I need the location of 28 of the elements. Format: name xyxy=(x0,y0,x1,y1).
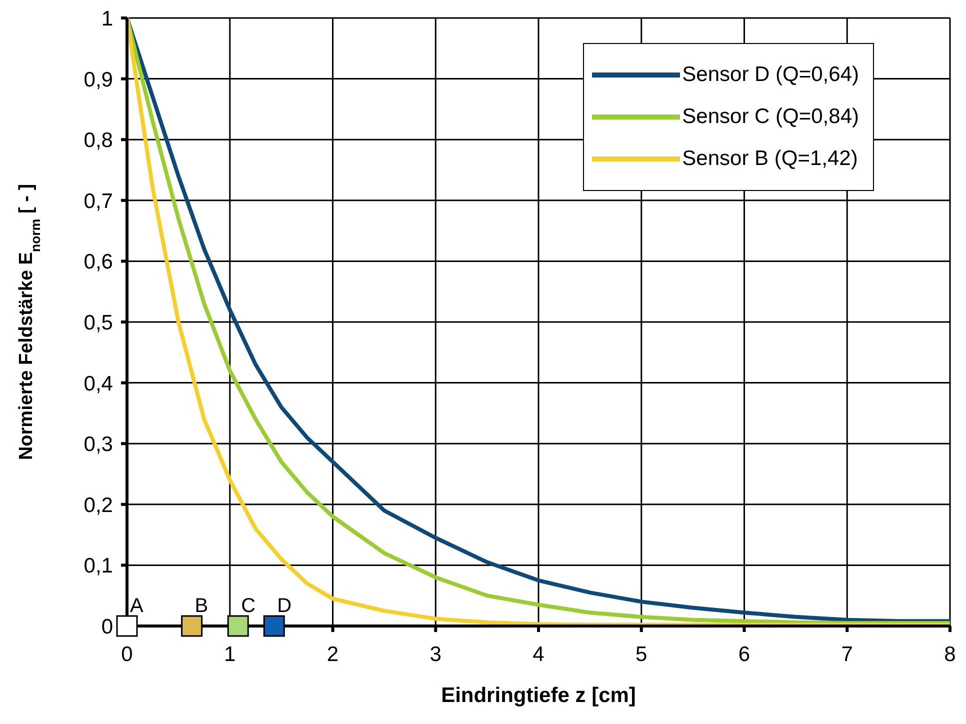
y-tick-label: 0,6 xyxy=(84,250,113,274)
y-tick-label: 0,9 xyxy=(84,68,113,92)
y-tick-label: 0,2 xyxy=(84,494,113,517)
x-tick-label: 2 xyxy=(326,642,339,666)
annotation: B xyxy=(194,595,208,617)
x-tick-label: 5 xyxy=(636,642,648,666)
x-axis-title: Eindringtiefe z [cm] xyxy=(441,684,636,707)
y-tick-label: 1 xyxy=(101,7,113,30)
annotation: C xyxy=(241,595,256,617)
x-tick-label: 3 xyxy=(430,642,442,666)
y-tick-label: 0,5 xyxy=(84,311,113,334)
x-tick-label: 7 xyxy=(841,642,853,666)
y-tick-label: 0,3 xyxy=(84,433,113,456)
legend-label: Sensor D (Q=0,64) xyxy=(682,62,859,88)
x-tick-label: 0 xyxy=(121,642,133,666)
y-tick-label: 0,4 xyxy=(84,372,114,396)
y-tick-label: 0,7 xyxy=(84,190,113,213)
y-tick-label: 0,8 xyxy=(84,129,113,152)
y-tick-label: 0 xyxy=(101,615,113,638)
x-tick-label: 6 xyxy=(738,642,750,666)
annotation: A xyxy=(130,595,144,617)
legend-label: Sensor C (Q=0,84) xyxy=(682,104,859,130)
x-tick-label: 8 xyxy=(944,642,956,666)
x-tick-label: 1 xyxy=(224,642,236,666)
x-tick-label: 4 xyxy=(532,642,545,666)
y-tick-label: 0,1 xyxy=(84,554,113,578)
legend-label: Sensor B (Q=1,42) xyxy=(682,146,858,172)
annotation: D xyxy=(277,595,292,617)
